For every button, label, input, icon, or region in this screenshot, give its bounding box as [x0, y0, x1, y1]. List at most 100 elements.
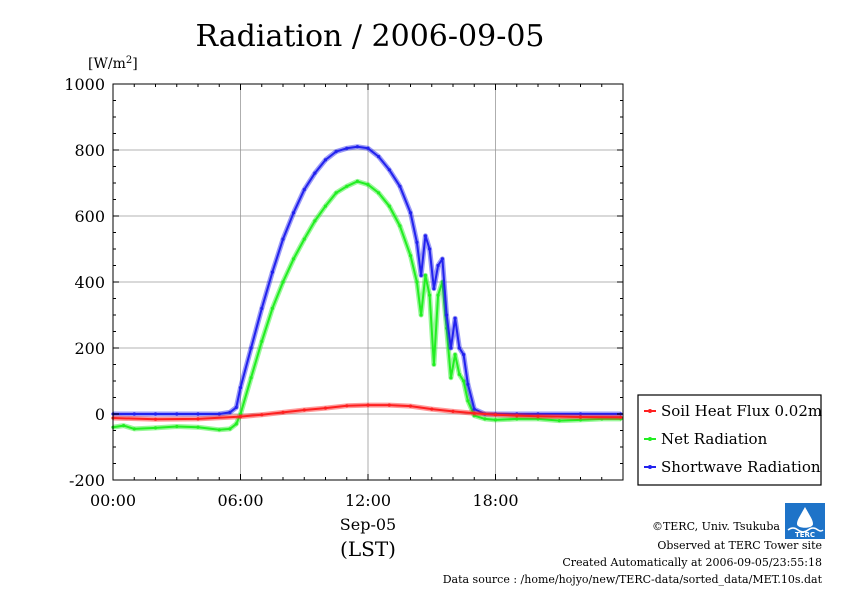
- series-point: [415, 280, 419, 284]
- series-point: [122, 424, 126, 428]
- series-point: [238, 412, 243, 416]
- footer-source: Data source : /home/hojyo/new/TERC-data/…: [443, 573, 823, 586]
- series-point: [457, 346, 461, 350]
- x-tick-label: 06:00: [217, 491, 263, 510]
- series-point: [436, 263, 440, 268]
- y-unit-close: ]: [132, 56, 137, 72]
- series-point: [153, 417, 158, 421]
- series-point: [408, 254, 413, 258]
- series-point: [302, 188, 306, 192]
- series-group: [111, 144, 623, 433]
- water-drop-icon: [797, 507, 813, 528]
- series-point: [419, 313, 423, 317]
- series-point: [536, 412, 540, 416]
- series-point: [345, 184, 349, 188]
- legend-box: [637, 394, 822, 486]
- series-point: [323, 406, 328, 410]
- series-point: [449, 346, 453, 350]
- series-point: [281, 237, 285, 241]
- series-point: [436, 293, 440, 297]
- series-point: [249, 346, 253, 350]
- series-point: [313, 171, 317, 175]
- series-point: [217, 428, 221, 432]
- series-point: [228, 427, 232, 431]
- series-point: [260, 339, 264, 343]
- series-point: [398, 224, 402, 228]
- series-point: [260, 306, 264, 310]
- series-point: [415, 240, 419, 244]
- series-point: [408, 404, 413, 408]
- series-point: [578, 415, 583, 419]
- series-point: [217, 412, 221, 416]
- footer-copyright: ©TERC, Univ. Tsukuba: [652, 520, 780, 533]
- series-point: [449, 376, 453, 380]
- series-point: [292, 211, 296, 215]
- series-line-0: [112, 404, 621, 421]
- series-point: [515, 414, 519, 418]
- series-point: [445, 313, 449, 317]
- legend-label: Soil Heat Flux 0.02m: [661, 402, 822, 420]
- y-tick-label: 0: [95, 405, 105, 424]
- series-point: [419, 273, 423, 277]
- series-point: [483, 417, 487, 421]
- series-point: [175, 412, 179, 416]
- series-point: [493, 418, 498, 422]
- footer-created: Created Automatically at 2006-09-05/23:5…: [562, 556, 822, 569]
- y-tick-label: 400: [74, 273, 105, 292]
- series-point: [302, 237, 306, 241]
- series-point: [472, 411, 476, 415]
- series-point: [132, 412, 136, 416]
- series-point: [260, 413, 264, 417]
- series-point: [462, 353, 466, 357]
- series-point: [249, 376, 253, 380]
- series-point: [440, 257, 444, 261]
- series-point: [466, 382, 470, 386]
- y-unit-label: [W/m2]: [88, 55, 138, 72]
- series-point: [578, 418, 583, 422]
- series-point: [428, 293, 432, 297]
- x-tick-label: 00:00: [90, 491, 136, 510]
- legend: Soil Heat Flux 0.02m Net Radiation Shortwa…: [637, 394, 822, 486]
- footer-observed: Observed at TERC Tower site: [657, 539, 822, 552]
- series-point: [270, 270, 274, 274]
- series-point: [234, 422, 238, 426]
- series-point: [619, 415, 623, 419]
- legend-marker: [648, 465, 652, 469]
- chart-title: Radiation / 2006-09-05: [195, 19, 544, 54]
- y-unit-superscript: 2: [126, 55, 132, 66]
- series-point: [466, 399, 470, 403]
- series-point: [238, 386, 243, 390]
- series-point: [432, 287, 436, 291]
- series-point: [313, 219, 317, 223]
- series-point: [453, 353, 457, 357]
- series-point: [355, 145, 359, 149]
- series-point: [345, 146, 349, 150]
- legend-label: Net Radiation: [661, 430, 768, 448]
- series-point: [132, 427, 136, 431]
- series-point: [323, 158, 328, 162]
- series-point: [472, 414, 476, 418]
- series-point: [472, 407, 476, 411]
- series-point: [457, 372, 461, 376]
- series-point: [493, 413, 498, 417]
- y-tick-label: 1000: [64, 75, 105, 94]
- series-point: [281, 410, 285, 414]
- series-point: [196, 417, 200, 421]
- legend-entries: Soil Heat Flux 0.02m Net Radiation Shortwa…: [644, 402, 822, 476]
- series-point: [355, 179, 359, 183]
- series-point: [281, 280, 285, 284]
- series-point: [292, 257, 296, 261]
- x-tick-label: 18:00: [472, 491, 518, 510]
- series-point: [430, 407, 434, 411]
- legend-marker: [648, 437, 652, 441]
- series-point: [428, 247, 432, 251]
- series-point: [234, 405, 238, 409]
- series-point: [153, 412, 158, 416]
- axes: -200 0 200 400 600 800 1000 00:00 06:00 12:00 18:0…: [64, 75, 623, 510]
- series-point: [557, 419, 561, 423]
- series-point: [453, 316, 457, 320]
- series-point: [175, 424, 179, 429]
- series-point: [345, 404, 349, 408]
- series-halo-1: [112, 178, 621, 433]
